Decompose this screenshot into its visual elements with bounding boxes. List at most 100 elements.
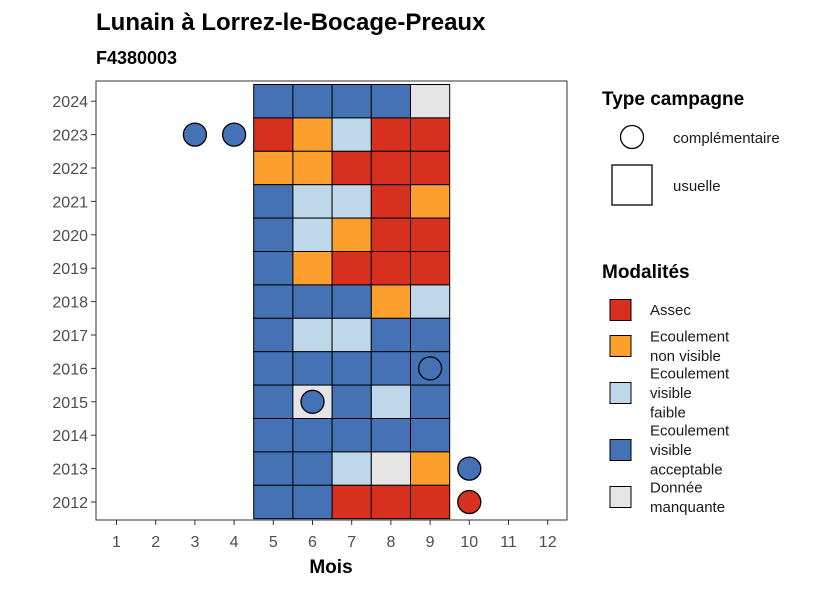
tile-2017-7 [331,317,372,353]
y-tick-label: 2023 [52,128,88,145]
tile-2012-6 [292,484,333,520]
tile-2017-5 [253,317,294,353]
tile-2019-7 [331,251,372,286]
legend-label-donnee_manquante: Donnée [650,479,703,496]
x-axis-title: Mois [309,557,352,578]
tile-2016-6 [292,351,333,386]
legend-square-key [611,164,653,206]
tile-2019-5 [253,251,294,286]
legend-key-ecoulement_non_visible [609,335,632,357]
legend-circle-key [619,124,645,150]
legend-type-campagne: Type campagne complémentaire usuelle [602,89,780,206]
tile-2014-7 [331,418,372,453]
x-axis: 1 2 3 4 5 6 7 8 9 10 11 12 [112,520,557,551]
x-tick-label: 4 [230,534,239,551]
tile-2023-8 [370,117,411,152]
legend-key-assec [609,299,632,321]
y-tick-label: 2016 [52,361,88,378]
tile-2015-9 [410,384,451,420]
tile-2015-5 [253,384,294,420]
tile-2023-5 [253,117,294,152]
tile-2016-5 [253,351,294,386]
legend-label-donnee_manquante: manquante [650,499,725,516]
tile-2012-7 [331,484,372,520]
usuelle-cells [253,84,451,520]
tile-2021-8 [370,184,411,219]
tile-2023-6 [292,117,333,152]
tile-2017-9 [410,317,451,353]
legend-campagne-title: Type campagne [602,89,744,110]
tile-2018-9 [410,284,451,319]
legend-label-assec: Assec [650,302,691,319]
tile-2018-8 [370,284,411,319]
tile-2016-7 [331,351,372,386]
tile-2023-9 [410,117,451,152]
tile-2022-9 [410,150,451,186]
legend-key-donnee_manquante [609,486,632,508]
tile-2018-6 [292,284,333,319]
tile-2014-8 [370,418,411,453]
y-tick-label: 2024 [52,94,88,111]
x-tick-label: 9 [426,534,435,551]
tile-2013-7 [331,451,372,486]
tile-2021-7 [331,184,372,219]
x-tick-label: 2 [151,534,160,551]
tile-2013-9 [410,451,451,486]
tile-2020-5 [253,217,294,253]
tile-2020-7 [331,217,372,253]
point-2015-6 [300,389,325,414]
tile-2018-5 [253,284,294,319]
tile-2013-5 [253,451,294,486]
y-tick-label: 2019 [52,261,88,278]
legend-label-ecoulement_non_visible: non visible [650,348,721,365]
y-tick-label: 2015 [52,395,88,412]
y-tick-label: 2018 [52,295,88,312]
tile-2021-9 [410,184,451,219]
x-tick-label: 3 [190,534,199,551]
y-tick-label: 2022 [52,161,88,178]
legend-campagne-label: usuelle [673,178,721,195]
tile-2020-6 [292,217,333,253]
x-tick-label: 12 [539,534,557,551]
y-tick-label: 2021 [52,194,88,211]
legend-label-ecoulement_acceptable: acceptable [650,462,723,479]
point-2013-10 [457,456,482,481]
legend-label-ecoulement_acceptable: Ecoulement [650,423,730,440]
tile-2024-6 [292,84,333,119]
tile-2014-6 [292,418,333,453]
tile-2024-5 [253,84,294,119]
tile-2024-9 [410,84,451,119]
tile-2017-6 [292,317,333,353]
tile-2021-6 [292,184,333,219]
point-2023-3 [182,122,208,147]
x-tick-label: 11 [500,534,517,551]
tile-2023-7 [331,117,372,152]
legend-label-ecoulement_faible: visible [650,385,692,402]
tile-2022-8 [370,150,411,186]
chart-title: Lunain à Lorrez-le-Bocage-Preaux [96,9,486,36]
tile-2017-8 [370,317,411,353]
tile-2018-7 [331,284,372,319]
tile-2014-5 [253,418,294,453]
tile-2022-6 [292,150,333,186]
tile-2024-7 [331,84,372,119]
x-tick-label: 7 [347,534,356,551]
x-tick-label: 8 [386,534,395,551]
tile-2019-9 [410,251,451,286]
x-tick-label: 10 [460,534,478,551]
legend-label-ecoulement_faible: faible [650,405,686,422]
y-tick-label: 2013 [52,462,88,479]
tile-2022-5 [253,150,294,186]
legend-key-ecoulement_faible [609,382,632,404]
tile-2012-5 [253,484,294,520]
legend-modalites-title: Modalités [602,262,690,283]
tile-2013-8 [370,451,411,486]
point-2023-4 [221,122,247,147]
legend-key-ecoulement_acceptable [609,439,632,461]
x-tick-label: 6 [308,534,317,551]
tile-2020-9 [410,217,451,253]
point-2016-9 [417,356,443,381]
tile-2020-8 [370,217,411,253]
